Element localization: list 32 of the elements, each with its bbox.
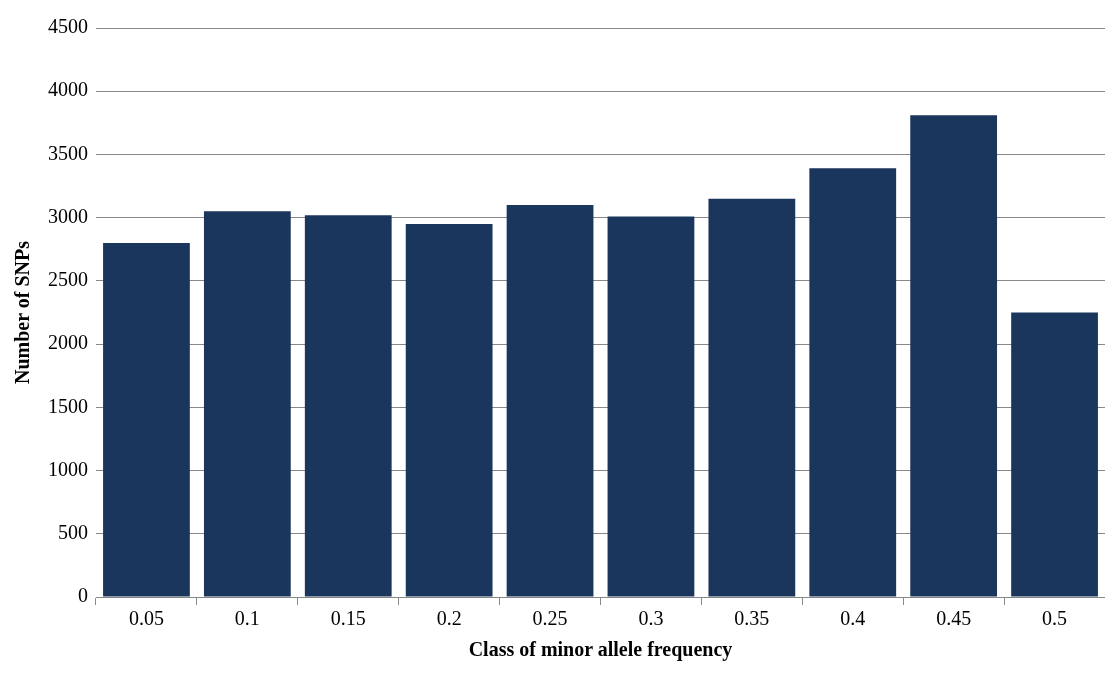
bar bbox=[203, 211, 291, 597]
x-tick-label: 0.25 bbox=[532, 607, 568, 630]
bar bbox=[607, 216, 695, 597]
bar bbox=[1011, 312, 1098, 597]
bar bbox=[910, 115, 998, 597]
x-tick-label: 0.05 bbox=[128, 607, 164, 630]
bar bbox=[103, 242, 190, 597]
x-tick-label: 0.35 bbox=[734, 607, 770, 630]
bar bbox=[304, 215, 392, 597]
bar bbox=[506, 205, 594, 597]
y-tick-label: 500 bbox=[58, 521, 88, 544]
bar bbox=[405, 223, 493, 597]
y-tick-label: 4500 bbox=[48, 15, 88, 38]
x-tick-label: 0.15 bbox=[330, 607, 366, 630]
bar bbox=[809, 168, 897, 597]
bar bbox=[708, 198, 796, 597]
x-tick-label: 0.45 bbox=[936, 607, 972, 630]
x-tick-label: 0.2 bbox=[436, 607, 462, 630]
y-tick-label: 3000 bbox=[48, 204, 88, 227]
y-tick-label: 1500 bbox=[48, 394, 88, 417]
y-tick-label: 2000 bbox=[48, 331, 88, 354]
x-tick-label: 0.1 bbox=[234, 607, 260, 630]
y-tick-label: 2500 bbox=[48, 268, 88, 291]
y-axis-title: Number of SNPs bbox=[11, 240, 34, 384]
x-axis-title: Class of minor allele frequency bbox=[468, 638, 733, 662]
x-tick-label: 0.5 bbox=[1042, 607, 1068, 630]
y-tick-label: 0 bbox=[78, 584, 88, 607]
x-tick-label: 0.4 bbox=[840, 607, 866, 630]
x-tick-label: 0.3 bbox=[638, 607, 664, 630]
y-tick-label: 4000 bbox=[48, 78, 88, 101]
y-tick-label: 1000 bbox=[48, 457, 88, 480]
y-tick-label: 3500 bbox=[48, 141, 88, 164]
